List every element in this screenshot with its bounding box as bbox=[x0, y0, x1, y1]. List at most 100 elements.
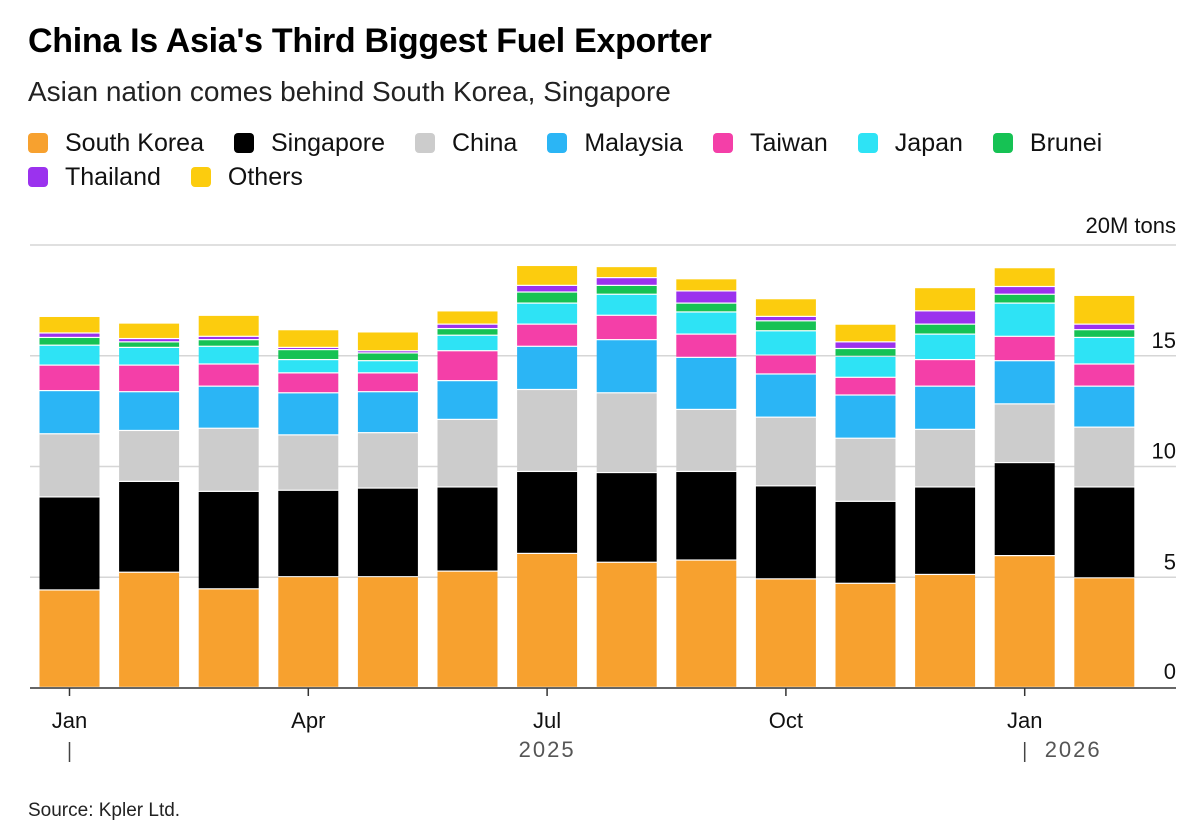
bar-segment bbox=[39, 590, 100, 687]
bar-segment bbox=[517, 303, 578, 324]
bar-segment bbox=[596, 315, 657, 340]
bar-segment bbox=[278, 435, 339, 490]
legend-swatch bbox=[712, 133, 733, 153]
bar-segment bbox=[119, 392, 180, 430]
bar-segment bbox=[676, 312, 737, 334]
bar-segment bbox=[1074, 487, 1135, 578]
bar-segment bbox=[755, 486, 816, 579]
bar-segment bbox=[39, 316, 100, 333]
legend-item: Brunei bbox=[992, 128, 1103, 158]
bar-segment bbox=[1074, 324, 1135, 330]
bar-segment bbox=[596, 285, 657, 294]
legend-row: Thailand Others bbox=[28, 160, 1178, 194]
bar-segment bbox=[198, 428, 259, 491]
bar-segment bbox=[835, 395, 896, 438]
legend-item: Japan bbox=[857, 129, 963, 158]
legend-label: Singapore bbox=[271, 128, 385, 157]
bar-segment bbox=[357, 577, 418, 687]
bar-segment bbox=[119, 431, 180, 481]
bar-segment bbox=[835, 438, 896, 501]
x-tick-label: Apr bbox=[291, 708, 325, 733]
bar-segment bbox=[994, 336, 1055, 361]
legend-item: Thailand bbox=[28, 163, 161, 192]
bar-segment bbox=[278, 373, 339, 393]
x-tick-label: Jan bbox=[52, 708, 87, 733]
bar-segment bbox=[39, 434, 100, 497]
bar-segment bbox=[835, 377, 896, 395]
bar-segment bbox=[915, 575, 976, 687]
bar-segment bbox=[755, 299, 816, 316]
bar-segment bbox=[39, 345, 100, 365]
bar-segment bbox=[755, 355, 816, 374]
legend-item: South Korea bbox=[28, 129, 204, 158]
bar-segment bbox=[1074, 330, 1135, 337]
bar-segment bbox=[357, 361, 418, 373]
bar-segment bbox=[835, 324, 896, 342]
bar-segment bbox=[676, 291, 737, 303]
stacked-bar-chart: 5 10 15 0 20M tons Jan Apr Jul Oct Jan 2025 2026 bbox=[30, 213, 1177, 762]
bar-segment bbox=[119, 572, 180, 687]
bar-segment bbox=[596, 278, 657, 285]
bar-segment bbox=[517, 346, 578, 389]
legend-swatch bbox=[547, 133, 568, 153]
bar-segment bbox=[39, 338, 100, 345]
legend-item: Singapore bbox=[234, 129, 385, 158]
bar-segment bbox=[835, 349, 896, 356]
bar-segment bbox=[198, 340, 259, 346]
bar-segment bbox=[915, 360, 976, 386]
bar-segment bbox=[1074, 295, 1135, 324]
legend-label: China bbox=[451, 128, 518, 157]
bar-segment bbox=[994, 404, 1055, 462]
x-tick-label: Oct bbox=[769, 708, 803, 733]
bar-segment bbox=[755, 374, 816, 417]
bar-segment bbox=[357, 488, 418, 577]
legend-item: Others bbox=[190, 163, 303, 192]
bar-segment bbox=[517, 472, 578, 553]
y-tick-label: 5 bbox=[1164, 549, 1176, 574]
bar-segment bbox=[517, 553, 578, 687]
bar-segment bbox=[676, 334, 737, 357]
bar-segment bbox=[119, 365, 180, 392]
bar-segment bbox=[198, 336, 259, 340]
y-tick-label: 0 bbox=[1164, 659, 1176, 684]
y-tick-label: 15 bbox=[1152, 328, 1176, 353]
bar-segment bbox=[835, 583, 896, 687]
bar-segment bbox=[915, 386, 976, 429]
bar-segment bbox=[437, 487, 498, 571]
bar-segment bbox=[278, 577, 339, 687]
bar-segment bbox=[517, 292, 578, 303]
year-label: 2025 bbox=[519, 737, 576, 762]
bar-segment bbox=[1074, 364, 1135, 386]
bar-segment bbox=[915, 487, 976, 574]
bar-segment bbox=[278, 360, 339, 373]
bar-segment bbox=[517, 285, 578, 292]
bar-segment bbox=[198, 491, 259, 589]
legend-item: Malaysia bbox=[547, 129, 683, 158]
legend-label: Malaysia bbox=[584, 128, 683, 157]
x-tick-label: Jul bbox=[533, 708, 561, 733]
bar-segment bbox=[198, 315, 259, 336]
bar-segment bbox=[357, 353, 418, 361]
legend-label: Thailand bbox=[65, 162, 161, 191]
bar-segment bbox=[1074, 578, 1135, 687]
bar-segment bbox=[39, 391, 100, 434]
bar-segment bbox=[278, 393, 339, 435]
legend-label: Brunei bbox=[1029, 128, 1103, 157]
bar-segment bbox=[596, 340, 657, 393]
bar-segment bbox=[198, 589, 259, 687]
bar-segment bbox=[437, 329, 498, 335]
bar-segment bbox=[357, 332, 418, 351]
y-unit-label: 20M tons bbox=[1086, 213, 1177, 238]
bar-segment bbox=[915, 324, 976, 334]
bar-segment bbox=[994, 294, 1055, 303]
y-tick-label: 10 bbox=[1152, 439, 1176, 464]
legend-item: China bbox=[414, 128, 518, 158]
legend-swatch bbox=[414, 133, 435, 153]
bar-segment bbox=[198, 386, 259, 428]
bar-segment bbox=[994, 287, 1055, 294]
bar-segment bbox=[517, 390, 578, 471]
bar-segment bbox=[39, 365, 100, 390]
legend-swatch bbox=[190, 167, 211, 187]
bar-segment bbox=[278, 350, 339, 359]
legend-swatch bbox=[28, 133, 48, 153]
